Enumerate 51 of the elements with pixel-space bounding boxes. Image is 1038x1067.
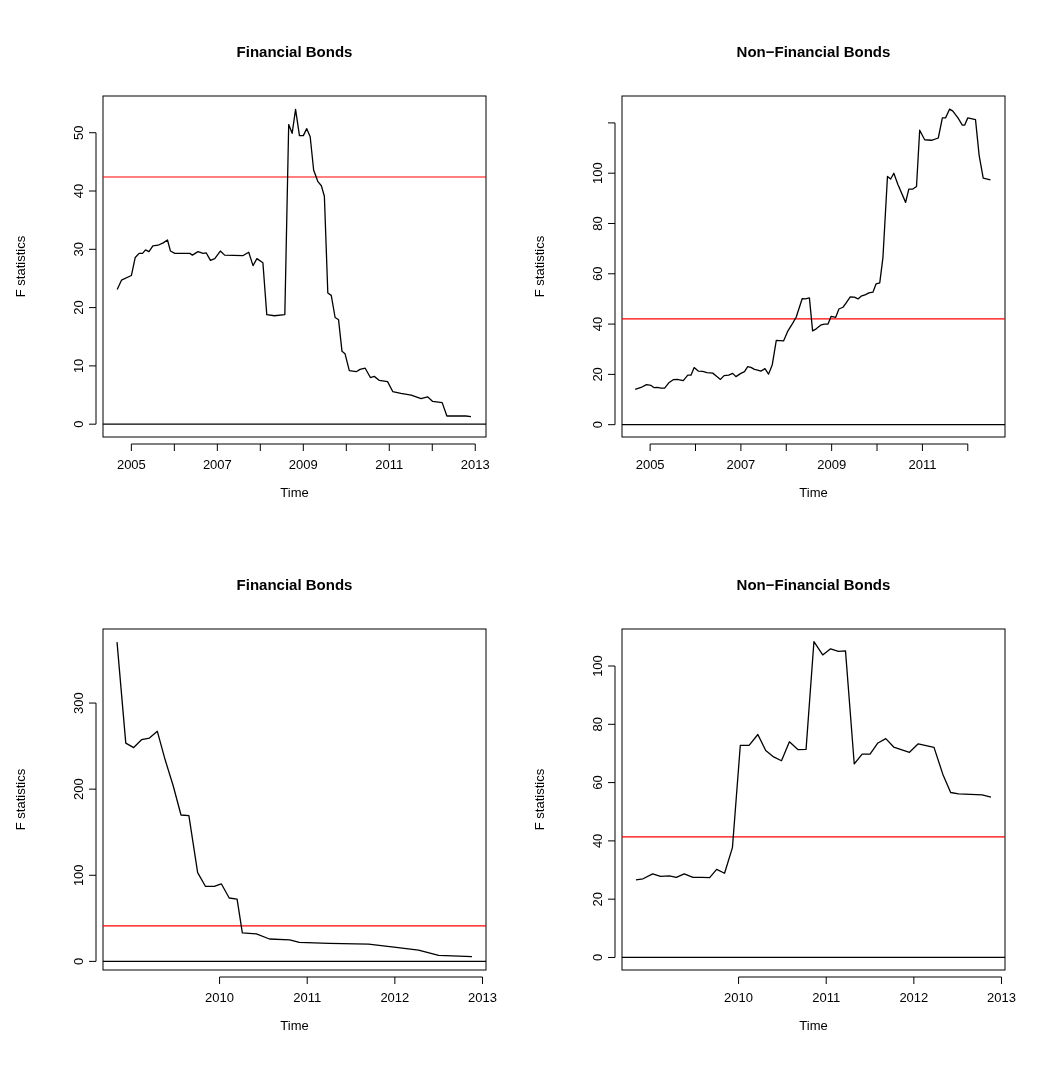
y-tick-label: 80: [590, 717, 605, 732]
y-axis-title: F statistics: [532, 768, 547, 831]
y-tick-label: 20: [590, 367, 605, 382]
y-tick-label: 40: [590, 316, 605, 332]
x-tick-label: 2011: [375, 457, 404, 472]
x-tick-label: 2009: [817, 457, 847, 472]
x-tick-label: 2011: [812, 990, 841, 1005]
x-tick-label: 2005: [635, 457, 665, 472]
y-tick-label: 200: [71, 778, 86, 801]
x-tick-label: 2010: [205, 990, 235, 1005]
y-tick-label: 20: [71, 300, 86, 315]
y-tick-label: 60: [590, 775, 605, 790]
x-tick-label: 2005: [116, 457, 146, 472]
x-tick-label: 2010: [724, 990, 754, 1005]
y-tick-label: 40: [71, 183, 86, 199]
y-tick-label: 100: [590, 162, 605, 185]
x-axis-title: Time: [280, 485, 309, 500]
x-tick-label: 2013: [460, 457, 490, 472]
x-tick-label: 2012: [380, 990, 410, 1005]
x-tick-label: 2011: [908, 457, 937, 472]
y-tick-label: 80: [590, 216, 605, 231]
y-tick-label: 30: [71, 242, 86, 257]
y-tick-label: 0: [71, 420, 86, 428]
x-axis-title: Time: [799, 485, 828, 500]
chart-title: Non−Financial Bonds: [736, 43, 891, 60]
y-tick-label: 0: [71, 957, 86, 966]
x-tick-label: 2012: [899, 990, 929, 1005]
y-axis-title: F statistics: [13, 235, 28, 298]
chart-title: Financial Bonds: [236, 43, 353, 60]
y-tick-label: 300: [71, 692, 86, 714]
y-tick-label: 40: [590, 833, 605, 849]
x-tick-label: 2013: [987, 990, 1016, 1005]
y-axis-title: F statistics: [13, 768, 28, 831]
x-axis-title: Time: [799, 1018, 828, 1033]
x-tick-label: 2013: [468, 990, 497, 1005]
y-tick-label: 60: [590, 266, 605, 282]
x-tick-label: 2007: [202, 457, 232, 472]
y-tick-label: 100: [590, 655, 605, 677]
x-tick-label: 2011: [293, 990, 322, 1005]
y-tick-label: 10: [71, 358, 86, 374]
chart-title: Non−Financial Bonds: [736, 576, 891, 593]
y-tick-label: 0: [590, 953, 605, 962]
y-tick-label: 20: [590, 891, 605, 907]
y-tick-label: 50: [71, 125, 86, 140]
x-axis-title: Time: [280, 1018, 309, 1033]
x-tick-label: 2007: [726, 457, 756, 472]
y-axis-title: F statistics: [532, 235, 547, 298]
y-tick-label: 0: [590, 421, 605, 429]
chart-title: Financial Bonds: [236, 576, 353, 593]
y-tick-label: 100: [71, 864, 86, 887]
x-tick-label: 2009: [288, 457, 318, 472]
